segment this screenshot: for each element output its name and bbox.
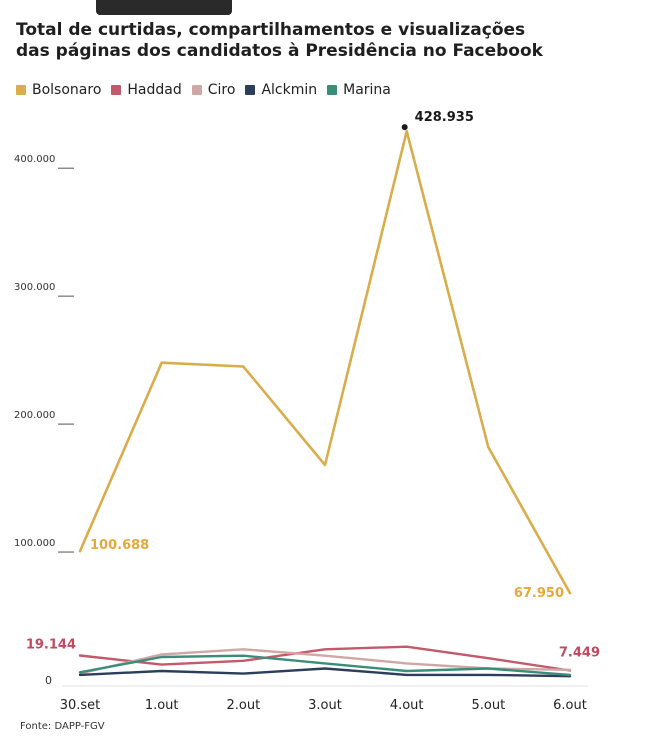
chart-title-line-1: Total de curtidas, compartilhamentos e v… xyxy=(16,20,526,40)
data-label: 19.144 xyxy=(26,638,76,653)
top-bar xyxy=(96,0,232,15)
legend-swatch xyxy=(191,85,202,95)
x-tick-label: 6.out xyxy=(553,698,587,713)
x-tick-label: 30.set xyxy=(60,698,101,713)
legend-label: Ciro xyxy=(207,82,236,98)
chart-title: Total de curtidas, compartilhamentos e v… xyxy=(16,20,636,62)
source-note: Fonte: DAPP-FGV xyxy=(20,721,105,732)
data-label: 428.935 xyxy=(415,110,474,125)
series-line-haddad xyxy=(78,645,572,672)
series-line-alckmin xyxy=(78,667,572,678)
y-tick-label: 400.000 xyxy=(14,154,55,165)
data-label: 100.688 xyxy=(90,538,149,553)
legend-swatch xyxy=(16,85,26,95)
peak-marker xyxy=(401,124,408,131)
data-label: 7.449 xyxy=(559,645,600,660)
x-tick-label: 3.out xyxy=(308,698,342,713)
y-tick-label: 300.000 xyxy=(14,282,55,293)
y-tick-label: 0 xyxy=(45,674,52,687)
chart-title-line-2: das páginas dos candidatos à Presidência… xyxy=(16,41,543,61)
y-tick-label: 100.000 xyxy=(14,538,55,549)
x-tick-label: 4.out xyxy=(390,698,424,713)
legend-label: Haddad xyxy=(127,82,182,98)
legend-item-ciro: Ciro xyxy=(191,82,236,98)
data-label: 67.950 xyxy=(514,586,564,601)
legend-item-bolsonaro: Bolsonaro xyxy=(16,82,101,98)
legend: Bolsonaro Haddad Ciro Alckmin Marina xyxy=(16,80,401,100)
legend-label: Bolsonaro xyxy=(32,82,102,98)
legend-label: Marina xyxy=(343,82,391,98)
series-line-marina xyxy=(78,654,572,677)
line-chart: 0 100.000 200.000 300.000 400.000 30.set 1.out… xyxy=(14,110,600,713)
legend-swatch xyxy=(111,85,122,95)
x-tick-label: 2.out xyxy=(226,698,260,713)
y-tick-label: 200.000 xyxy=(14,410,55,421)
x-tick-label: 1.out xyxy=(145,698,179,713)
legend-item-alckmin: Alckmin xyxy=(245,82,317,98)
legend-swatch xyxy=(327,85,338,95)
series-line-bolsonaro xyxy=(78,129,572,595)
legend-item-haddad: Haddad xyxy=(111,82,182,98)
legend-swatch xyxy=(245,85,256,95)
x-tick-label: 5.out xyxy=(471,698,505,713)
legend-item-marina: Marina xyxy=(327,82,391,98)
legend-label: Alckmin xyxy=(261,82,318,98)
